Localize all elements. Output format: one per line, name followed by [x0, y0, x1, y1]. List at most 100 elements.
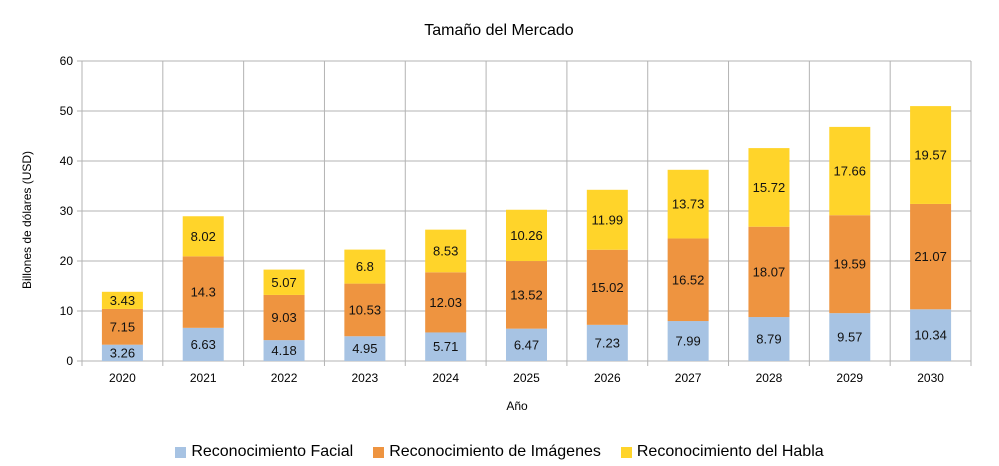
data-label: 15.02: [591, 280, 624, 295]
bar-segment: [910, 106, 952, 204]
data-label: 9.57: [837, 330, 862, 345]
data-label: 6.47: [514, 337, 539, 352]
bar-segment: [506, 209, 547, 262]
x-tick-label: 2022: [271, 371, 298, 385]
bar-segment: [667, 169, 709, 239]
bar-segment: [506, 328, 547, 361]
data-label: 8.53: [433, 243, 458, 258]
x-axis-label: Año: [506, 399, 528, 413]
bar-segment: [910, 203, 952, 310]
legend-swatch: [620, 446, 632, 458]
bar-segment: [667, 238, 709, 322]
bar-segment: [344, 249, 386, 284]
bar-segment: [506, 261, 547, 329]
legend-label: Reconocimiento Facial: [191, 443, 354, 460]
bar-segment: [667, 321, 709, 361]
axes: [77, 60, 82, 362]
bar-segment: [748, 226, 790, 318]
bar-segment: [263, 269, 305, 295]
y-tick-label: 10: [60, 304, 74, 318]
legend-label: Reconocimiento del Habla: [636, 443, 824, 460]
data-label: 18.07: [753, 264, 786, 279]
bar-segment: [344, 283, 386, 337]
y-tick-label: 50: [60, 104, 74, 118]
data-label: 13.52: [510, 287, 543, 302]
x-tick-label: 2027: [675, 371, 702, 385]
legend-item: Reconocimiento de Imágenes: [373, 443, 601, 461]
data-label: 9.03: [271, 310, 296, 325]
data-label: 16.52: [672, 272, 705, 287]
x-tick-label: 2029: [836, 371, 863, 385]
bar-segment: [586, 249, 628, 325]
data-label: 14.3: [191, 285, 216, 300]
bar-segment: [829, 313, 871, 361]
bar-segment: [829, 126, 871, 216]
bar-segment: [829, 215, 871, 314]
x-tick-label: 2028: [756, 371, 783, 385]
data-label: 19.59: [833, 257, 866, 272]
chart-title: Tamaño del Mercado: [424, 22, 574, 39]
bar-segment: [182, 256, 224, 328]
data-label: 11.99: [592, 212, 624, 227]
bar-segment: [586, 324, 628, 361]
data-label: 10.26: [510, 228, 543, 243]
data-label: 6.8: [356, 259, 374, 274]
bar-segment: [748, 317, 790, 361]
bar-stacks: [101, 106, 952, 361]
data-label: 13.73: [672, 197, 705, 212]
x-tick-label: 2024: [432, 371, 459, 385]
data-label: 8.79: [756, 332, 781, 347]
y-tick-label: 0: [66, 354, 73, 368]
bar-segment: [425, 332, 467, 361]
data-label: 21.07: [914, 249, 947, 264]
data-label: 3.26: [110, 345, 135, 360]
legend-label: Reconocimiento de Imágenes: [389, 443, 601, 460]
bar-segment: [101, 291, 143, 309]
bar-segment: [263, 294, 305, 341]
data-label: 3.43: [110, 293, 135, 308]
data-label: 4.18: [271, 343, 296, 358]
bar-segment: [425, 229, 467, 273]
x-tick-label: 2030: [917, 371, 944, 385]
data-label: 6.63: [191, 337, 216, 352]
data-label: 7.99: [675, 334, 700, 349]
bar-segment: [101, 344, 143, 361]
legend-item: Reconocimiento del Habla: [620, 443, 824, 461]
x-tick-labels: 2020 2021 2022 2023 2024 2025 2026 2027 2028 2029…: [109, 371, 944, 385]
bar-segment: [182, 216, 224, 257]
y-tick-label: 60: [60, 54, 74, 68]
legend: Reconocimiento Facial Reconocimiento de I…: [0, 440, 999, 464]
data-label: 10.53: [349, 302, 382, 317]
data-label: 7.15: [110, 319, 135, 334]
data-label: 7.23: [595, 335, 620, 350]
data-label: 17.66: [833, 164, 866, 179]
bar-segment: [748, 148, 790, 227]
x-tick-label: 2020: [109, 371, 136, 385]
y-tick-label: 40: [60, 154, 74, 168]
y-tick-label: 20: [60, 254, 74, 268]
legend-item: Reconocimiento Facial: [175, 443, 353, 461]
x-tick-label: 2021: [190, 371, 217, 385]
bar-segment: [263, 340, 305, 361]
data-label: 8.02: [191, 229, 216, 244]
x-tick-label: 2025: [513, 371, 540, 385]
bar-segment: [344, 336, 386, 361]
y-tick-labels: 0 10 20 30 40 50 60: [60, 54, 74, 368]
bar-segment: [910, 309, 952, 361]
data-label: 5.07: [271, 275, 296, 290]
legend-swatch: [175, 446, 187, 458]
data-label: 19.57: [914, 148, 947, 163]
data-labels: 3.26 7.15 3.43 6.63 14.3 8.02 4.18 9.03 5.07 4.95…: [110, 148, 947, 361]
x-tick-label: 2026: [594, 371, 621, 385]
y-axis-label: Billones de dólares (USD): [20, 151, 34, 289]
data-label: 12.03: [429, 295, 462, 310]
gridlines: [81, 60, 972, 366]
legend-swatch: [373, 446, 385, 458]
data-label: 4.95: [352, 341, 377, 356]
bar-segment: [425, 272, 467, 333]
data-label: 10.34: [914, 328, 947, 343]
x-tick-label: 2023: [352, 371, 379, 385]
bar-segment: [182, 327, 224, 361]
bar-segment: [101, 308, 143, 345]
